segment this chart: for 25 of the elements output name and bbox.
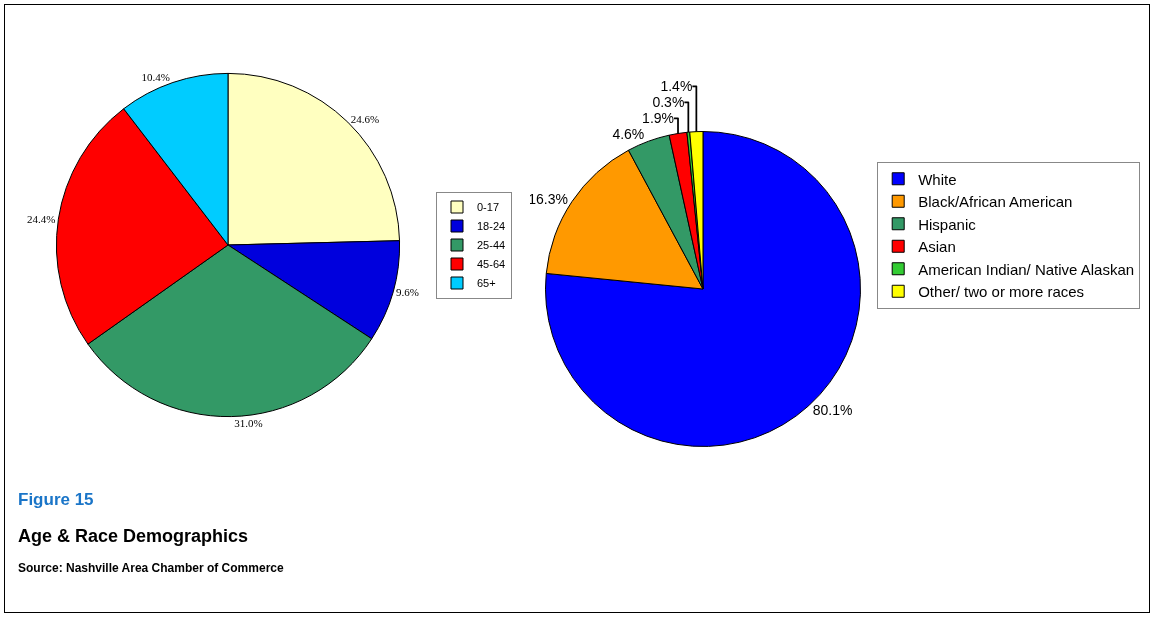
legend-label: 65+	[477, 277, 496, 290]
legend-label: Black/African American	[918, 193, 1073, 211]
data-label: 24.6%	[350, 113, 380, 126]
data-label: 1.9%	[642, 110, 675, 127]
data-label: 4.6%	[612, 126, 645, 143]
data-label: 1.4%	[660, 78, 693, 95]
caption: Figure 15	[18, 490, 95, 510]
legend-label: White	[918, 170, 957, 188]
source-note: Source: Nashville Area Chamber of Commerce	[18, 561, 284, 575]
data-label: 16.3%	[528, 191, 568, 208]
data-label: 80.1%	[812, 402, 853, 419]
legend-label: Hispanic	[918, 215, 977, 233]
legend-label: Other/ two or more races	[918, 283, 1085, 301]
data-label: 31.0%	[234, 416, 263, 429]
data-label: 10.4%	[141, 71, 170, 84]
text: Age & Race Demographics	[18, 526, 250, 547]
legend-label: 0-17	[477, 201, 500, 214]
legend-label: 45-64	[477, 258, 506, 271]
legend-label: Asian	[918, 238, 956, 256]
legend-label: 25-44	[477, 239, 506, 252]
data-label: 9.6%	[396, 286, 420, 299]
legend-label: 18-24	[477, 220, 506, 233]
legend-label: American Indian/ Native Alaskan	[918, 260, 1135, 278]
data-label: 0.3%	[652, 94, 685, 111]
data-label: 24.4%	[26, 213, 56, 226]
